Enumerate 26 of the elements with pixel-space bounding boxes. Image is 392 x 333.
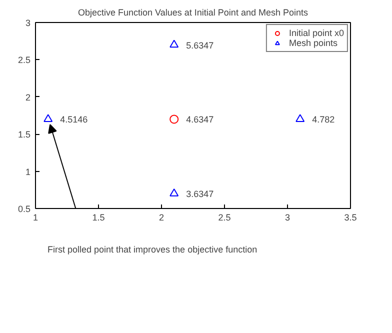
x-tick-label: 2.5 <box>218 212 231 222</box>
x-tick-label: 2 <box>158 212 164 222</box>
y-tick-label: 0.5 <box>18 204 31 214</box>
point <box>170 40 179 48</box>
point <box>170 188 179 196</box>
y-tick-label: 1 <box>25 166 31 177</box>
x-tick-label: 1.5 <box>92 212 105 222</box>
point <box>170 114 179 124</box>
chart-title: Objective Function Values at Initial Point and Mesh Points <box>78 8 308 18</box>
legend-label: Initial point x0 <box>288 28 344 38</box>
annotation: 4.6347 <box>186 114 214 125</box>
x-tick-label: 1 <box>32 212 38 222</box>
annotation: 4.782 <box>312 114 335 125</box>
annotation: 4.5146 <box>60 114 88 125</box>
legend-label: Mesh points <box>288 38 338 48</box>
y-tick-label: 1.5 <box>18 130 31 140</box>
annotation: 3.6347 <box>186 189 214 200</box>
y-tick-label: 3 <box>25 18 31 28</box>
y-tick-label: 2.5 <box>18 55 31 66</box>
x-tick-label: 3 <box>284 212 290 222</box>
point <box>44 114 53 122</box>
point <box>296 114 305 122</box>
y-tick-label: 2 <box>25 92 31 102</box>
annotation: First polled point that improves the objective function <box>48 244 258 254</box>
x-tick-label: 3.5 <box>344 212 357 222</box>
annotation: 5.6347 <box>186 40 214 50</box>
